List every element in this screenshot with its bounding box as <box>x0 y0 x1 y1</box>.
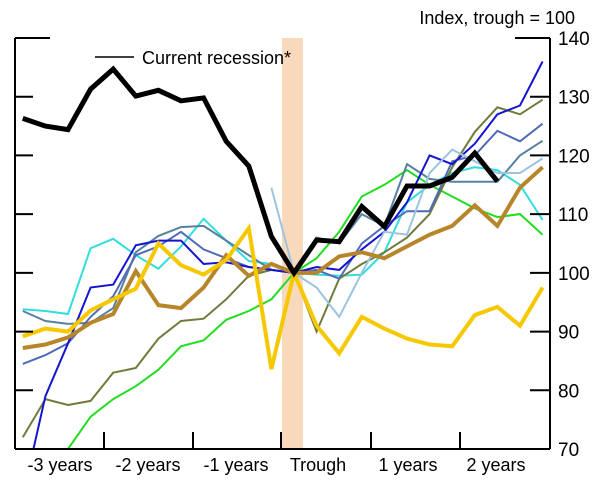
series-layer <box>21 61 545 449</box>
axes: 70 80 90 100 110 120 130 140 -3 years -2 years -1 … <box>14 29 590 475</box>
series-line-current-recession <box>21 65 500 278</box>
legend: Current recession* <box>95 48 291 68</box>
series-line-2 <box>66 168 544 449</box>
x-tick-label: -1 years <box>203 455 268 475</box>
x-tick-label: -2 years <box>115 455 180 475</box>
y-axis-label: Index, trough = 100 <box>419 8 575 28</box>
x-tick-label: Trough <box>290 455 346 475</box>
legend-label-current-recession: Current recession* <box>142 48 291 68</box>
y-tick-label: 110 <box>558 205 588 226</box>
trough-shade-band <box>282 38 303 449</box>
series-line-9 <box>22 223 545 370</box>
x-tick-label: 2 years <box>466 455 525 475</box>
series-line-6 <box>32 61 544 449</box>
y-tick-label: 90 <box>558 323 579 344</box>
x-tick-label: -3 years <box>27 455 92 475</box>
y-tick-label: 70 <box>558 440 579 461</box>
y-tick-label: 120 <box>558 146 590 167</box>
y-tick-label: 130 <box>558 88 590 109</box>
y-tick-label: 100 <box>558 264 590 285</box>
y-tick-label: 80 <box>558 381 579 402</box>
series-line-7 <box>270 148 544 319</box>
y-tick-label: 140 <box>558 29 590 50</box>
x-tick-label: 1 years <box>378 455 437 475</box>
series-line-8 <box>22 165 544 350</box>
